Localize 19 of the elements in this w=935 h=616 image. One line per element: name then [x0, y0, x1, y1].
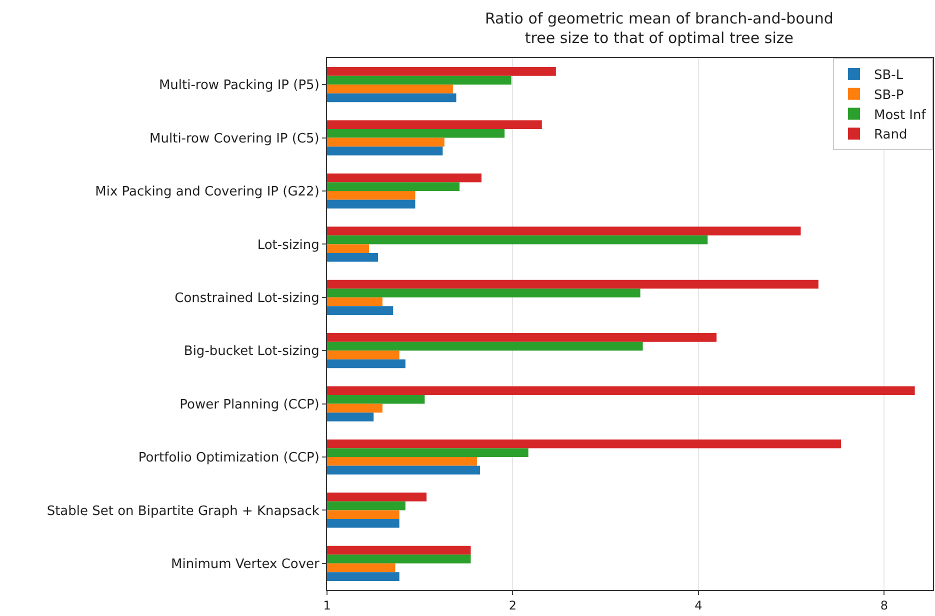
y-tick-label: Stable Set on Bipartite Graph + Knapsack [46, 504, 320, 519]
y-tick-label: Big-bucket Lot-sizing [184, 344, 320, 360]
legend-label: Most Inf [874, 108, 926, 123]
legend-label: Rand [874, 128, 908, 143]
y-tick-label: Portfolio Optimization (CCP) [138, 450, 320, 466]
y-tick-label: Constrained Lot-sizing [174, 290, 320, 306]
y-tick-label: Power Planning (CCP) [180, 397, 320, 412]
y-tick-label: Multi-row Packing IP (P5) [158, 78, 320, 94]
y-tick-label: Lot-sizing [257, 238, 320, 253]
x-tick-label: 8 [880, 598, 888, 612]
legend-label: SB-L [874, 68, 904, 84]
y-tick-label: Mix Packing and Covering IP (G22) [95, 184, 320, 200]
x-tick-label: 4 [694, 598, 702, 612]
chart-title: Ratio of geometric mean of branch-and-bound tree size to that of optimal tree size [484, 9, 834, 47]
y-tick-label: Multi-row Covering IP (C5) [150, 131, 320, 146]
x-tick-label: 1 [323, 598, 331, 612]
legend-label: SB-P [874, 88, 904, 103]
y-tick-label: Minimum Vertex Cover [171, 556, 320, 572]
x-tick-label: 2 [508, 598, 517, 612]
